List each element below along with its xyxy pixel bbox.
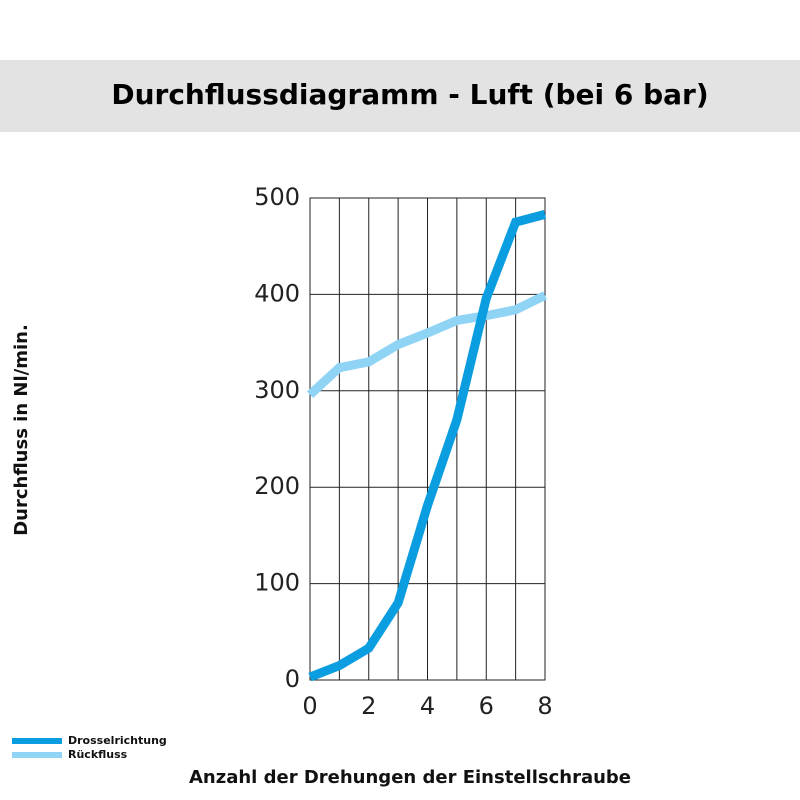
x-tick-label: 2 [361, 692, 376, 720]
x-tick-label: 8 [537, 692, 552, 720]
x-tick-label: 4 [420, 692, 435, 720]
y-tick-label: 0 [285, 665, 300, 693]
x-tick-label: 6 [479, 692, 494, 720]
x-axis-label: Anzahl der Drehungen der Einstellschraub… [189, 767, 631, 788]
y-tick-label: 100 [254, 569, 300, 597]
chart-title: Durchflussdiagramm - Luft (bei 6 bar) [111, 78, 708, 111]
data-line [306, 291, 547, 398]
x-tick-label: 0 [302, 692, 317, 720]
legend-label: Drosselrichtung [68, 734, 167, 747]
legend-label: Rückfluss [68, 748, 128, 761]
y-axis-label: Durchfluss in Nl/min. [11, 324, 32, 536]
y-tick-label: 400 [254, 279, 300, 307]
y-tick-label: 300 [254, 376, 300, 404]
y-tick-label: 200 [254, 472, 300, 500]
y-tick-label: 500 [254, 183, 300, 211]
data-line [308, 210, 547, 682]
title-band [0, 60, 800, 132]
